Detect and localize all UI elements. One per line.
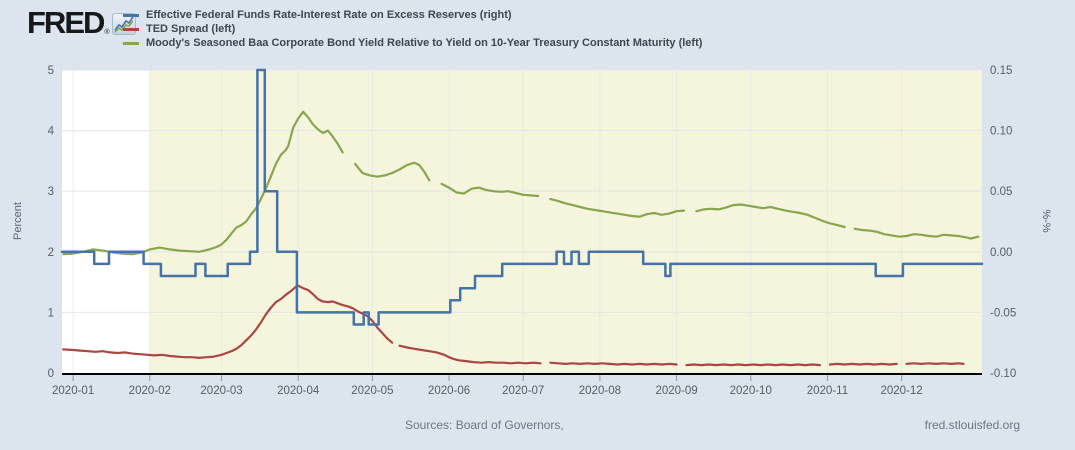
x-tick-label: 2020-12 — [881, 385, 923, 397]
x-tick-label: 2020-09 — [655, 385, 697, 397]
recession-shading-band — [149, 70, 982, 373]
fred-logo-text: FRED — [27, 5, 105, 40]
right-axis-tick-label: 0.10 — [990, 126, 1012, 138]
legend-item-ted-spread[interactable]: TED Spread (left) — [123, 22, 702, 36]
legend-item-baa-treasury-spread[interactable]: Moody's Seasoned Baa Corporate Bond Yiel… — [123, 36, 702, 50]
x-tick-label: 2020-05 — [351, 385, 393, 397]
legend-label: Moody's Seasoned Baa Corporate Bond Yiel… — [146, 37, 703, 49]
legend-line-marker-red — [123, 27, 139, 31]
sources-note: Sources: Board of Governors, — [405, 418, 564, 432]
left-axis-tick-label: 5 — [48, 65, 54, 77]
left-axis-tick-label: 4 — [48, 126, 55, 138]
right-axis-tick-label: 0.00 — [990, 247, 1012, 259]
series-line-effr-minus-ioer — [60, 68, 984, 326]
fred-site-link[interactable]: fred.stlouisfed.org — [924, 418, 1020, 432]
legend: Effective Federal Funds Rate-Interest Ra… — [123, 8, 702, 50]
left-axis-tick-label: 2 — [48, 247, 54, 259]
x-tick-label: 2020-01 — [52, 385, 94, 397]
right-axis-tick-label: -0.10 — [990, 368, 1016, 380]
series-line-baa-treasury-spread — [62, 110, 980, 256]
series-line-ted-spread — [62, 284, 965, 367]
x-axis-line — [62, 373, 982, 375]
legend-label: TED Spread (left) — [146, 23, 236, 35]
x-tick-label: 2020-10 — [730, 385, 772, 397]
right-axis-tick-label: 0.15 — [990, 65, 1012, 77]
left-axis-tick-label: 1 — [48, 307, 54, 319]
x-tick-label: 2020-07 — [502, 385, 544, 397]
right-axis-tick-label: 0.05 — [990, 186, 1012, 198]
registered-trademark-symbol: ® — [104, 29, 110, 36]
right-axis-tick-label: -0.05 — [990, 307, 1016, 319]
left-axis-tick-label: 0 — [48, 368, 54, 380]
legend-label: Effective Federal Funds Rate-Interest Ra… — [146, 9, 512, 21]
fred-logo[interactable]: FRED ® — [27, 5, 136, 40]
legend-line-marker-green — [123, 41, 139, 45]
legend-line-marker-blue — [123, 13, 139, 17]
left-axis-tick-label: 3 — [48, 186, 54, 198]
x-tick-label: 2020-02 — [129, 385, 171, 397]
x-tick-label: 2020-04 — [277, 385, 320, 397]
x-tick-label: 2020-03 — [200, 385, 242, 397]
x-tick-label: 2020-06 — [428, 385, 470, 397]
x-tick-label: 2020-11 — [807, 385, 848, 397]
x-tick-label: 2020-08 — [579, 385, 621, 397]
legend-item-effr-ioer[interactable]: Effective Federal Funds Rate-Interest Ra… — [123, 8, 702, 22]
